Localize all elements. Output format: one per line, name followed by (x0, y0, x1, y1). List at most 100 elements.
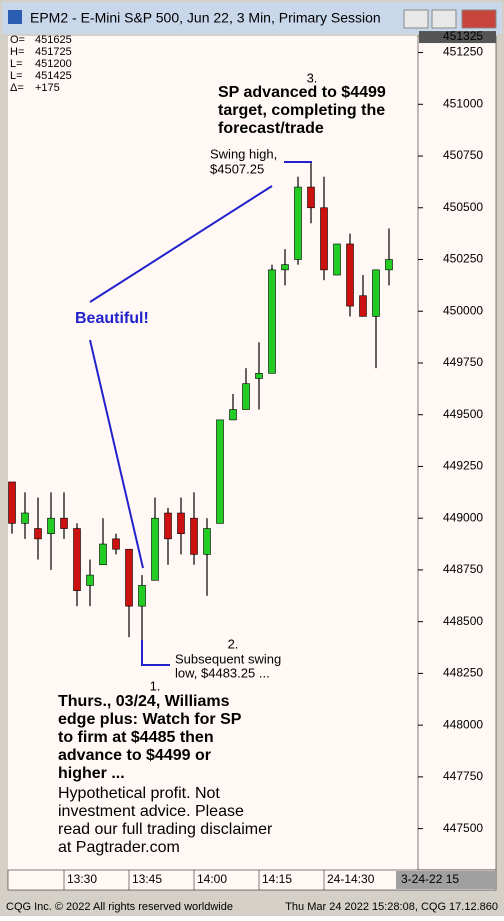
candle-body (112, 538, 120, 550)
annotation-text: at Pagtrader.com (58, 839, 180, 856)
ohlc-value: 451725 (35, 46, 72, 58)
y-tick-label: 450500 (443, 200, 483, 214)
candle-body (73, 528, 81, 591)
candle-body (346, 243, 354, 307)
ohlc-value: 451425 (35, 70, 72, 82)
annotation-lines (89, 161, 312, 666)
last-price-label: 451325 (443, 29, 483, 43)
app-icon (8, 10, 22, 24)
minimize-button[interactable] (403, 9, 429, 29)
annotation-text: target, completing the (218, 102, 385, 119)
footer-left: CQG Inc. © 2022 All rights reserved worl… (6, 901, 233, 913)
ohlc-label: H= (10, 46, 24, 58)
candle-body (21, 512, 29, 524)
annotation-text: advance to $4499 or (58, 747, 211, 764)
x-tick-label: 24-14:30 (327, 872, 375, 886)
candle-body (255, 373, 263, 379)
x-tick-label: 13:45 (132, 872, 162, 886)
close-button[interactable] (461, 9, 497, 29)
annotation-text: Swing high, (210, 146, 277, 161)
y-tick-label: 448750 (443, 562, 483, 576)
y-tick-label: 449500 (443, 407, 483, 421)
x-tick-label: 13:30 (67, 872, 97, 886)
candle-body (372, 269, 380, 317)
candle-body (333, 243, 341, 276)
pointer-line (89, 339, 144, 569)
annotation-number: 2. (228, 636, 239, 651)
candle-body (34, 528, 42, 540)
date-box (396, 871, 496, 889)
annotation-text: investment advice. Please (58, 803, 244, 820)
x-tick-label: 14:15 (262, 872, 292, 886)
candle-body (229, 409, 237, 421)
candle-body (47, 517, 55, 535)
candle-body (359, 295, 367, 317)
ohlc-label: Δ= (10, 82, 24, 94)
y-tick-label: 450000 (443, 303, 483, 317)
candle-body (242, 383, 250, 410)
y-tick-label: 447500 (443, 821, 483, 835)
y-tick-label: 449250 (443, 459, 483, 473)
y-tick-label: 448500 (443, 614, 483, 628)
annotation-number: 1. (150, 678, 161, 693)
annotation-text: higher ... (58, 765, 125, 782)
plot-area (8, 36, 418, 870)
maximize-button[interactable] (431, 9, 457, 29)
candle-body (99, 543, 107, 566)
annotation-text: to firm at $4485 then (58, 729, 214, 746)
candle-body (281, 264, 289, 271)
annotation-text: Beautiful! (75, 310, 149, 327)
y-tick-label: 448000 (443, 717, 483, 731)
candle-body (86, 574, 94, 586)
candle-body (125, 548, 133, 607)
candle-body (203, 528, 211, 555)
candles (8, 161, 393, 658)
candle-body (164, 512, 172, 540)
date-label: 3-24-22 15 (401, 872, 459, 886)
pointer-line (141, 640, 170, 666)
ohlc-value: 451625 (35, 34, 72, 46)
annotation-text: edge plus: Watch for SP (58, 711, 242, 728)
x-tick-label: 14:00 (197, 872, 227, 886)
candle-body (177, 512, 185, 535)
candle-body (151, 517, 159, 581)
candle-body (385, 259, 393, 271)
ohlc-label: L= (10, 58, 23, 70)
ohlc-value: +175 (35, 82, 60, 94)
candle-body (8, 481, 16, 524)
candle-body (60, 517, 68, 529)
annotation-text: low, $4483.25 ... (175, 665, 270, 680)
annotation-number: 3. (307, 70, 318, 85)
candle-body (190, 517, 198, 555)
ohlc-label: L= (10, 70, 23, 82)
last-price-box (419, 31, 496, 44)
y-tick-label: 451000 (443, 96, 483, 110)
y-tick-label: 450250 (443, 252, 483, 266)
y-tick-label: 449750 (443, 355, 483, 369)
candle-body (268, 269, 276, 374)
ohlc-label: O= (10, 34, 25, 46)
candle-body (320, 207, 328, 271)
y-tick-label: 447750 (443, 769, 483, 783)
annotation-text: Subsequent swing (175, 651, 281, 666)
y-tick-label: 448250 (443, 666, 483, 680)
y-tick-label: 449000 (443, 510, 483, 524)
y-tick-label: 450750 (443, 148, 483, 162)
annotation-text: Hypothetical profit. Not (58, 785, 220, 802)
annotation-text: SP advanced to $4499 (218, 84, 386, 101)
candle-body (294, 186, 302, 260)
annotation-text: Thurs., 03/24, Williams (58, 693, 230, 710)
y-tick-label: 451250 (443, 45, 483, 59)
candle-body (138, 585, 146, 607)
window-title: EPM2 - E-Mini S&P 500, Jun 22, 3 Min, Pr… (30, 10, 381, 26)
candle-body (307, 186, 315, 209)
price-axis (417, 35, 497, 871)
footer-right: Thu Mar 24 2022 15:28:08, CQG 17.12.860 (285, 901, 498, 913)
ohlc-value: 451200 (35, 58, 72, 70)
annotation-text: read our full trading disclaimer (58, 821, 273, 838)
pointer-line (89, 185, 273, 303)
candle-body (216, 419, 224, 524)
annotation-text: $4507.25 (210, 161, 264, 176)
annotation-text: forecast/trade (218, 120, 324, 137)
